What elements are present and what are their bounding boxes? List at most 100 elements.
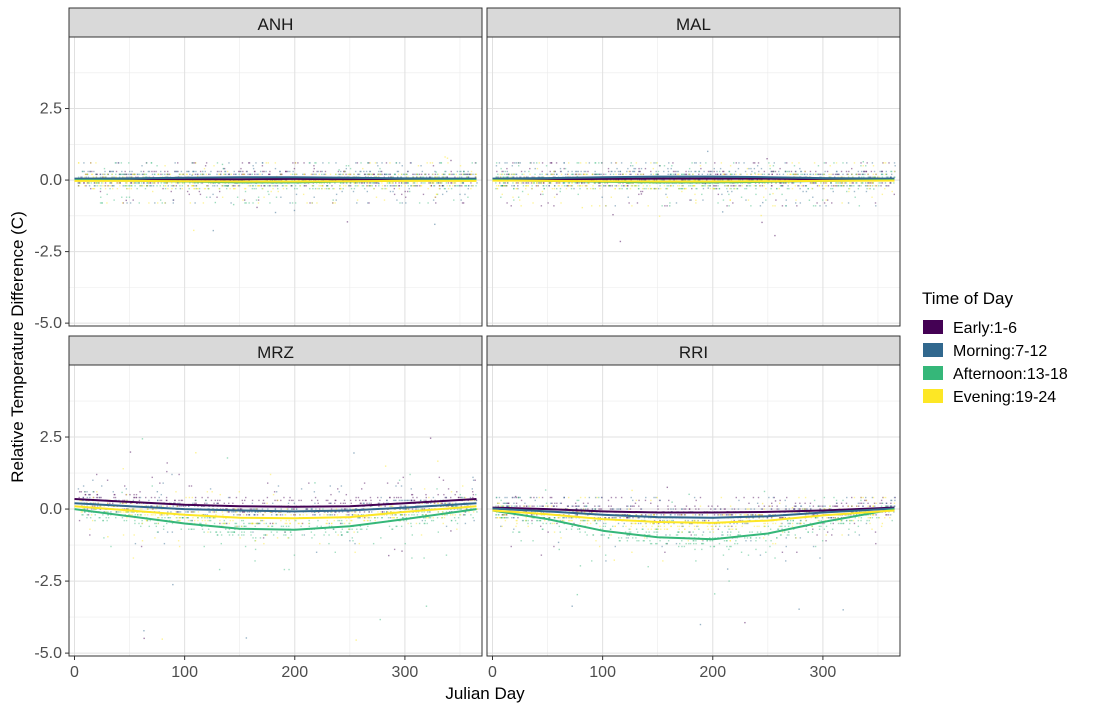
scatter-point: [698, 179, 700, 181]
scatter-point: [228, 511, 230, 513]
scatter-point: [228, 173, 230, 176]
scatter-point: [871, 182, 874, 184]
scatter-point: [618, 187, 621, 190]
scatter-point: [605, 205, 607, 207]
scatter-point: [579, 162, 582, 164]
scatter-point: [400, 514, 403, 516]
scatter-point: [119, 173, 121, 176]
scatter-point: [681, 185, 683, 187]
scatter-point: [865, 170, 867, 173]
scatter-point: [348, 173, 351, 176]
scatter-point: [644, 179, 647, 181]
scatter-point: [332, 528, 335, 530]
scatter-point: [869, 182, 871, 184]
scatter-point: [718, 187, 721, 190]
scatter-point: [502, 176, 505, 178]
scatter-point: [316, 202, 318, 204]
scatter-point: [425, 502, 428, 504]
scatter-point: [229, 496, 231, 499]
scatter-point: [106, 193, 108, 196]
scatter-point: [402, 517, 404, 519]
scatter-point: [473, 519, 475, 522]
scatter-point: [204, 519, 206, 522]
scatter-point: [79, 499, 82, 502]
scatter-point: [567, 170, 569, 173]
scatter-point: [809, 173, 812, 176]
scatter-point: [579, 187, 581, 190]
scatter-point: [848, 170, 850, 173]
scatter-point: [695, 162, 697, 164]
scatter-point: [109, 170, 111, 173]
scatter-point: [228, 531, 230, 533]
scatter-point: [806, 173, 808, 176]
scatter-point: [183, 173, 185, 176]
scatter-point: [415, 508, 417, 510]
scatter-point: [852, 182, 855, 184]
scatter-point: [176, 182, 179, 184]
scatter-point: [650, 170, 652, 173]
scatter-point: [369, 170, 372, 173]
scatter-point: [802, 185, 804, 187]
scatter-point: [131, 514, 133, 516]
scatter-point: [106, 202, 108, 204]
scatter-point: [434, 176, 436, 178]
scatter-point: [785, 199, 787, 201]
scatter-point: [354, 170, 357, 173]
scatter-point: [446, 185, 448, 187]
scatter-point: [287, 508, 289, 510]
scatter-point: [642, 185, 645, 187]
scatter-point: [794, 170, 797, 173]
scatter-point: [506, 185, 508, 187]
scatter-point: [211, 491, 213, 493]
scatter-point: [521, 190, 524, 193]
scatter-point: [201, 525, 204, 528]
scatter-point: [681, 187, 684, 190]
scatter-point: [699, 162, 702, 164]
scatter-point: [232, 203, 235, 206]
scatter-point: [738, 179, 740, 181]
scatter-point: [350, 519, 352, 522]
scatter-point: [395, 499, 397, 502]
scatter-point: [197, 517, 199, 519]
scatter-point: [92, 479, 94, 481]
scatter-point: [836, 182, 839, 184]
scatter-point: [235, 511, 237, 513]
scatter-point: [138, 496, 141, 499]
scatter-point: [129, 176, 132, 178]
scatter-point: [214, 499, 216, 502]
scatter-point: [609, 173, 612, 176]
scatter-point: [626, 170, 628, 173]
scatter-point: [126, 508, 128, 510]
scatter-point: [421, 519, 424, 522]
scatter-point: [343, 499, 346, 502]
scatter-point: [728, 205, 730, 207]
scatter-point: [115, 176, 117, 178]
scatter-point: [713, 170, 715, 173]
scatter-point: [591, 173, 594, 176]
scatter-point: [814, 182, 817, 184]
scatter-point: [176, 170, 178, 173]
scatter-point: [827, 185, 830, 187]
scatter-point: [256, 173, 258, 176]
scatter-point: [287, 537, 290, 539]
scatter-point: [103, 511, 106, 513]
scatter-point: [227, 496, 230, 499]
scatter-point: [363, 519, 365, 522]
scatter-point: [146, 182, 148, 184]
scatter-point: [422, 193, 425, 196]
scatter-point: [162, 482, 164, 484]
scatter-point: [615, 162, 617, 164]
scatter-point: [781, 185, 783, 187]
scatter-point: [735, 185, 737, 187]
scatter-point: [389, 173, 391, 176]
scatter-point: [699, 165, 702, 167]
scatter-point: [103, 511, 105, 513]
scatter-point: [201, 505, 203, 507]
scatter-point: [707, 185, 710, 187]
scatter-point: [614, 187, 616, 190]
scatter-point: [383, 511, 385, 513]
scatter-point: [368, 173, 370, 176]
scatter-point: [761, 185, 764, 187]
scatter-point: [112, 170, 114, 173]
scatter-point: [179, 173, 181, 176]
